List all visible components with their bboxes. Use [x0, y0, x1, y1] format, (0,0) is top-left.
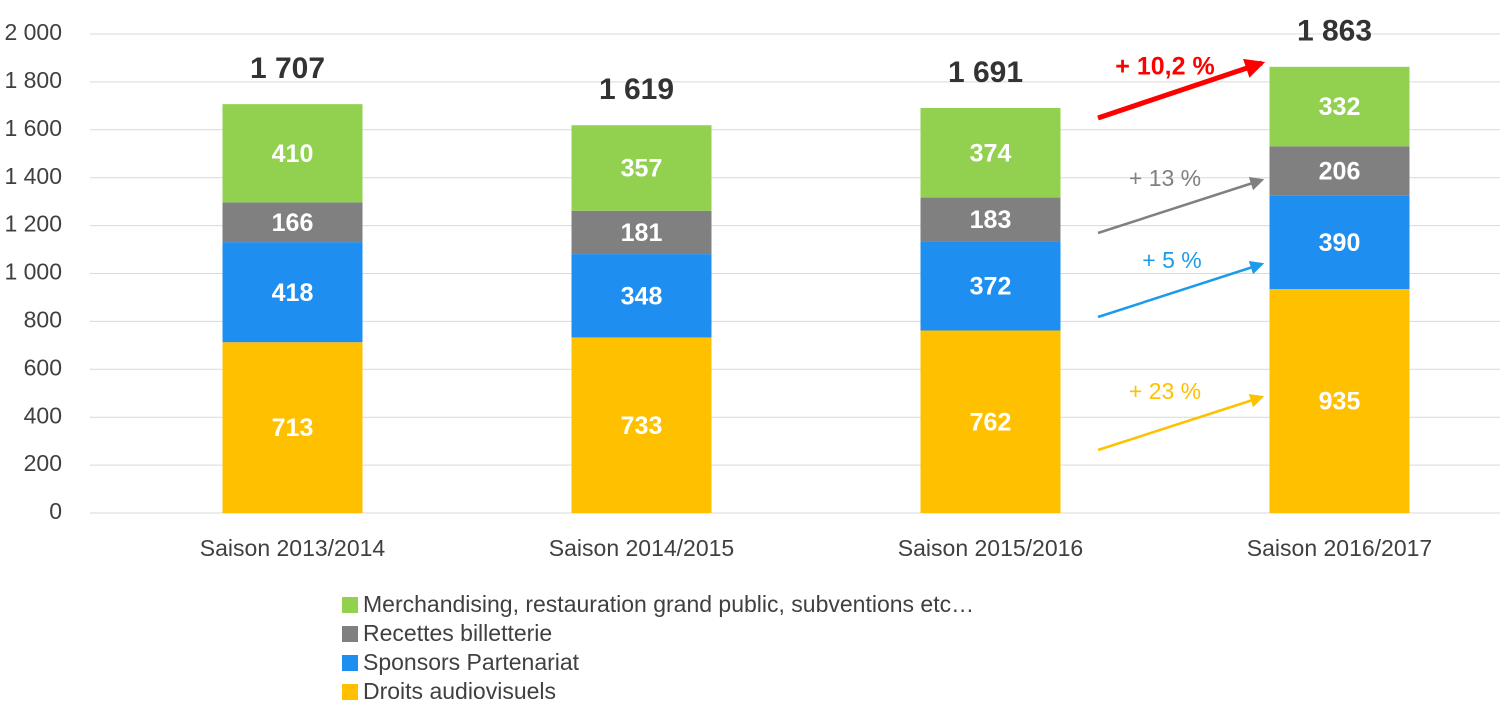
- total-label: 1 619: [599, 73, 674, 106]
- y-tick-label: 0: [49, 498, 62, 524]
- data-label: 733: [621, 412, 663, 440]
- bar-segment: [571, 254, 712, 338]
- data-label: 332: [1319, 93, 1361, 121]
- growth-label: + 5 %: [1142, 247, 1201, 273]
- growth-arrow: [1097, 176, 1265, 235]
- data-label: 390: [1319, 229, 1361, 257]
- legend-label: Droits audiovisuels: [363, 678, 556, 704]
- y-tick-label: 200: [24, 450, 62, 476]
- legend-swatch: [342, 655, 358, 671]
- bar-segment: [222, 104, 363, 203]
- growth-label: + 23 %: [1129, 378, 1201, 404]
- total-label: 1 691: [948, 56, 1023, 89]
- y-tick-label: 1 400: [4, 163, 62, 189]
- total-label: 1 863: [1297, 15, 1372, 48]
- legend-label: Merchandising, restauration grand public…: [363, 591, 974, 617]
- x-tick-label: Saison 2014/2015: [549, 535, 734, 561]
- data-label: 166: [272, 209, 314, 237]
- bar-segment: [1269, 66, 1410, 147]
- growth-arrow: [1097, 58, 1266, 121]
- data-label: 348: [621, 282, 663, 310]
- data-label: 206: [1319, 158, 1361, 186]
- bar-segment: [920, 197, 1061, 242]
- data-label: 374: [970, 139, 1012, 167]
- bar-segment: [222, 202, 363, 243]
- legend-swatch: [342, 626, 358, 642]
- growth-label: + 13 %: [1129, 165, 1201, 191]
- x-tick-label: Saison 2016/2017: [1247, 535, 1432, 561]
- legend-swatch: [342, 597, 358, 613]
- bar-segment: [1269, 195, 1410, 290]
- bar-segment: [571, 337, 712, 513]
- y-tick-label: 1 800: [4, 67, 62, 93]
- y-tick-label: 2 000: [4, 19, 62, 45]
- growth-label: + 10,2 %: [1115, 53, 1214, 81]
- data-label: 762: [970, 408, 1012, 436]
- bar-segment: [222, 342, 363, 513]
- data-label: 410: [272, 140, 314, 168]
- bar-segment: [571, 125, 712, 211]
- legend-label: Sponsors Partenariat: [363, 649, 580, 675]
- data-label: 713: [272, 414, 314, 442]
- x-tick-label: Saison 2015/2016: [898, 535, 1083, 561]
- y-tick-label: 800: [24, 306, 62, 332]
- data-label: 372: [970, 273, 1012, 301]
- growth-arrow: [1097, 260, 1265, 319]
- y-tick-label: 400: [24, 402, 62, 428]
- total-label: 1 707: [250, 52, 325, 85]
- data-label: 181: [621, 219, 663, 247]
- growth-arrow: [1097, 393, 1265, 452]
- bar-segment: [1269, 146, 1410, 196]
- bar-segment: [920, 108, 1061, 198]
- y-tick-label: 1 000: [4, 259, 62, 285]
- bar-segment: [1269, 289, 1410, 513]
- bar-segment: [571, 210, 712, 255]
- data-label: 183: [970, 206, 1012, 234]
- y-tick-label: 1 600: [4, 115, 62, 141]
- data-label: 935: [1319, 388, 1361, 416]
- bar-segment: [920, 241, 1061, 331]
- data-label: 357: [621, 155, 663, 183]
- y-tick-label: 1 200: [4, 211, 62, 237]
- y-tick-label: 600: [24, 354, 62, 380]
- bar-segment: [920, 330, 1061, 513]
- legend-swatch: [342, 684, 358, 700]
- legend-label: Recettes billetterie: [363, 620, 552, 646]
- bar-segment: [222, 242, 363, 343]
- data-label: 418: [272, 279, 314, 307]
- x-tick-label: Saison 2013/2014: [200, 535, 386, 561]
